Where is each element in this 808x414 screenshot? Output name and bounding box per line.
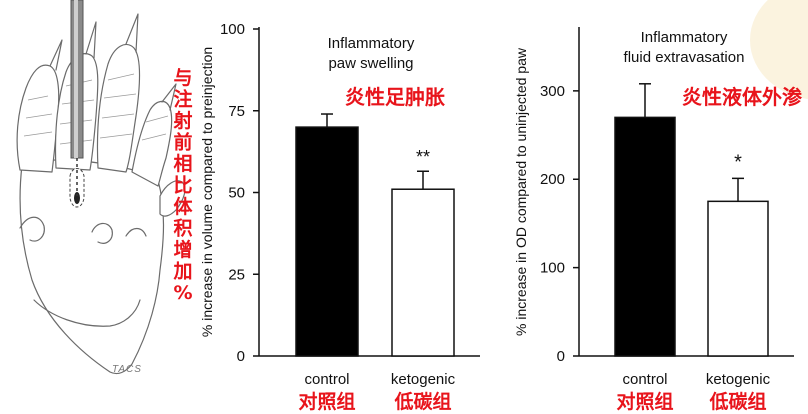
- y-tick-label: 100: [220, 21, 245, 38]
- paw-injection-illustration: TACS: [16, 0, 186, 375]
- chart1-bars: control 对照组 ** ketogenic 低碳组: [295, 113, 456, 413]
- chart2-bars: control 对照组 * ketogenic 低碳组: [614, 83, 771, 413]
- left-annotation-char: 体: [173, 195, 193, 218]
- chart1-title-line2: paw swelling: [328, 55, 413, 72]
- y-tick-label: 75: [228, 103, 245, 120]
- chart2-title-cn: 炎性液体外渗: [682, 85, 803, 109]
- chart2-y-axis-label: % increase in OD compared to uninjected …: [513, 47, 529, 336]
- chart2-title-line2: fluid extravasation: [624, 49, 745, 66]
- y-tick-label: 50: [228, 185, 245, 202]
- y-tick-label: 0: [557, 348, 565, 365]
- bar-ketogenic: [391, 188, 455, 357]
- illustration-signature: TACS: [112, 364, 142, 375]
- left-annotation-char: 与: [173, 67, 192, 89]
- bar-control: [295, 126, 359, 357]
- left-annotation-char: 积: [173, 218, 192, 240]
- bar-ketogenic: [707, 200, 769, 357]
- x-category-label: control: [304, 371, 349, 388]
- left-annotation-char: 加: [172, 261, 192, 283]
- left-annotation-char: 射: [172, 109, 192, 132]
- x-category-label: ketogenic: [706, 371, 771, 388]
- chart1-title-cn: 炎性足肿胀: [345, 85, 445, 109]
- left-annotation-char: 前: [173, 131, 192, 154]
- x-category-label: ketogenic: [391, 371, 456, 388]
- paw-palm: [19, 159, 165, 375]
- x-category-label-cn: 对照组: [298, 390, 355, 413]
- needle-highlight: [74, 0, 78, 158]
- paw-digit-4: [131, 100, 173, 187]
- y-tick-label: 0: [237, 348, 245, 365]
- injection-site: [69, 168, 85, 208]
- chart1-y-axis-label: % increase in volume compared to preinje…: [199, 47, 215, 337]
- significance-marker: *: [734, 151, 742, 173]
- x-category-label-cn: 对照组: [616, 390, 673, 413]
- y-tick-label: 300: [540, 83, 565, 100]
- chart-fluid-extravasation: Inflammatory fluid extravasation 炎性液体外渗 …: [513, 27, 803, 413]
- y-tick-label: 200: [540, 171, 565, 188]
- paw-digit-3: [96, 43, 141, 173]
- paw-digit-1: [16, 64, 60, 173]
- left-annotation-char: %: [173, 282, 192, 304]
- injection-bolus: [74, 192, 80, 204]
- left-annotation-char: 注: [173, 88, 192, 111]
- bar-control: [614, 116, 676, 357]
- chart2-title-line1: Inflammatory: [641, 29, 728, 46]
- x-category-label-cn: 低碳组: [393, 390, 451, 413]
- x-category-label: control: [622, 371, 667, 388]
- background-tint: [750, 0, 808, 100]
- chart-paw-swelling: Inflammatory paw swelling 炎性足肿胀 % increa…: [199, 21, 480, 413]
- paw-digit-5: [159, 180, 186, 217]
- left-annotation-char: 增: [173, 238, 192, 261]
- left-annotation-char: 相: [173, 153, 192, 175]
- x-category-label-cn: 低碳组: [708, 390, 766, 413]
- left-annotation-char: 比: [173, 175, 192, 197]
- y-tick-label: 25: [228, 266, 245, 283]
- y-tick-label: 100: [540, 260, 565, 277]
- significance-marker: **: [416, 147, 430, 167]
- chart1-title-line1: Inflammatory: [328, 35, 415, 52]
